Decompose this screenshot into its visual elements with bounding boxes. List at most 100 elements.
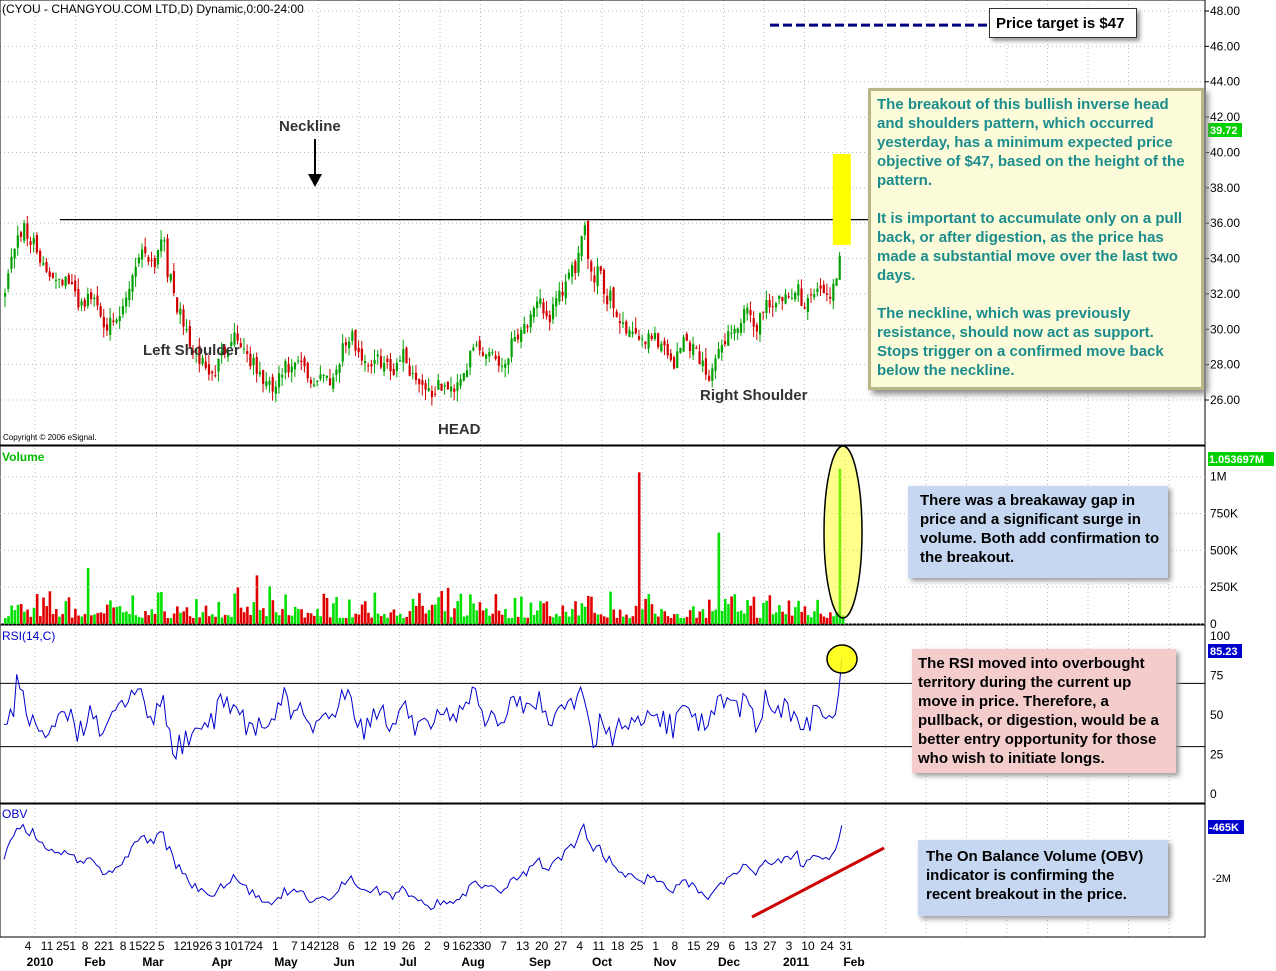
obv-series-line <box>3 822 843 911</box>
volume-bar <box>434 604 437 624</box>
candle-body <box>408 365 411 376</box>
volume-bar <box>803 606 807 624</box>
last-rsi-box <box>1208 644 1242 658</box>
candle-body <box>453 388 456 392</box>
candle-body <box>829 296 832 299</box>
candle-body <box>733 328 736 334</box>
date-tick-label: 12 <box>364 939 378 953</box>
price-target-callout: Price target is $47 <box>989 8 1137 38</box>
volume-bar <box>641 609 644 624</box>
volume-bar <box>35 593 39 624</box>
volume-bar <box>99 612 103 624</box>
price-tick-label: 42.00 <box>1210 110 1240 124</box>
candle-body <box>389 359 392 372</box>
candle-body <box>749 309 752 316</box>
candle-body <box>121 306 125 315</box>
volume-bar <box>182 611 185 624</box>
candle-body <box>739 322 743 333</box>
candle-body <box>287 363 290 373</box>
price-tick-label: 26.00 <box>1210 393 1240 407</box>
last-volume-box <box>1208 452 1274 466</box>
candle-body <box>258 371 262 375</box>
candle-body <box>762 311 765 313</box>
candle-body <box>344 342 348 346</box>
price-tick-label: 30.00 <box>1210 322 1240 336</box>
volume-bar <box>485 608 488 624</box>
candle-body <box>832 283 835 301</box>
candle-body <box>650 335 653 340</box>
candle-body <box>105 324 109 331</box>
candle-body <box>708 375 711 381</box>
volume-bar <box>708 599 711 624</box>
candle-body <box>48 271 51 277</box>
candle-body <box>414 372 418 381</box>
volume-bar <box>739 610 743 624</box>
date-tick-label: 251 <box>56 939 76 953</box>
candle-body <box>625 321 628 334</box>
candle-body <box>481 352 485 356</box>
candle-body <box>166 238 169 278</box>
obv-trendline <box>751 846 885 919</box>
candle-body <box>555 298 558 307</box>
candle-body <box>602 269 606 295</box>
date-tick-label: 10 <box>801 939 815 953</box>
volume-bar <box>462 616 466 624</box>
obv-panel-label: OBV <box>2 807 27 821</box>
volume-bar <box>723 598 727 624</box>
volume-bar <box>475 610 479 624</box>
candle-body <box>618 321 622 324</box>
date-tick-label: 221 <box>94 939 114 953</box>
candle-body <box>561 291 564 296</box>
candle-body <box>685 333 688 341</box>
candle-body <box>819 285 822 289</box>
candle-body <box>392 369 395 375</box>
volume-bar <box>363 601 367 624</box>
candle-body <box>191 350 195 354</box>
date-tick-label: 5 <box>158 939 165 953</box>
volume-bar <box>825 617 829 624</box>
price-tick-label: 46.00 <box>1210 39 1240 53</box>
candle-body <box>357 347 360 353</box>
volume-bar <box>125 611 128 624</box>
volume-bar <box>510 617 514 624</box>
date-tick-label: 24 <box>250 939 264 953</box>
candle-body <box>77 288 80 308</box>
candle-body <box>440 383 443 391</box>
volume-bar <box>131 595 135 624</box>
volume-bar <box>816 599 819 624</box>
volume-bar <box>61 614 64 624</box>
volume-bar <box>115 606 119 624</box>
volume-bar <box>676 613 679 624</box>
volume-bar <box>497 610 501 624</box>
volume-bar <box>494 594 498 624</box>
volume-bar <box>453 608 456 624</box>
candle-body <box>571 265 574 277</box>
candle-body <box>507 358 510 365</box>
candle-body <box>586 220 590 259</box>
volume-bar <box>459 593 463 624</box>
volume-bar <box>829 612 832 624</box>
date-tick-label: 30 <box>478 939 492 953</box>
volume-bar <box>411 598 415 624</box>
rsi-tick-label: 100 <box>1210 629 1230 643</box>
volume-bar <box>596 614 600 624</box>
volume-bar <box>427 610 431 624</box>
candle-body <box>195 349 198 354</box>
volume-bar <box>701 609 705 624</box>
candle-body <box>185 329 188 331</box>
volume-bar <box>163 611 166 624</box>
price-tick-label: 36.00 <box>1210 216 1240 230</box>
candle-body <box>736 328 739 333</box>
volume-bar <box>768 595 772 624</box>
volume-bar <box>392 609 396 624</box>
volume-bar <box>794 607 797 624</box>
volume-bar <box>281 609 284 624</box>
volume-bar <box>39 616 42 624</box>
volume-bar <box>704 617 708 624</box>
candle-body <box>351 331 354 341</box>
volume-bar <box>217 601 221 624</box>
volume-bar <box>77 615 80 624</box>
volume-bar <box>335 597 338 624</box>
candle-body <box>262 369 265 384</box>
date-tick-label: 1 <box>652 939 659 953</box>
